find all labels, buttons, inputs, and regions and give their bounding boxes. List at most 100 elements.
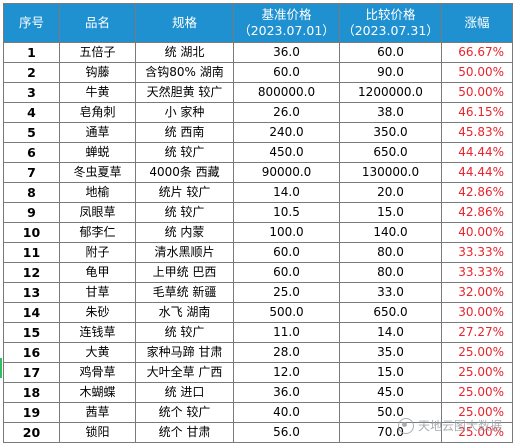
row-name: 五倍子 (59, 42, 136, 63)
row-name: 冬虫夏草 (59, 162, 136, 183)
header-base-date: （2023.07.01） (238, 23, 335, 38)
header-spec: 规格 (135, 3, 234, 43)
row-change: 44.44% (441, 162, 513, 183)
row-name: 朱砂 (59, 302, 136, 323)
row-spec: 统片 较广 (135, 182, 234, 203)
row-compare-price: 33.0 (339, 282, 442, 303)
row-spec: 统 进口 (135, 382, 234, 403)
row-base-price: 36.0 (233, 42, 340, 63)
row-name: 通草 (59, 122, 136, 143)
row-index: 3 (3, 82, 60, 103)
row-name: 附子 (59, 242, 136, 263)
row-compare-price: 20.0 (339, 182, 442, 203)
wechat-official-account-icon (397, 417, 414, 434)
row-compare-price: 130000.0 (339, 162, 442, 183)
row-name: 郁李仁 (59, 222, 136, 243)
row-index: 10 (3, 222, 60, 243)
row-spec: 天然胆黄 较广 (135, 82, 234, 103)
row-change: 50.00% (441, 62, 513, 83)
row-name: 大黄 (59, 342, 136, 363)
header-base-price-label: 基准价格 (261, 7, 312, 22)
row-change: 40.00% (441, 222, 513, 243)
row-index: 11 (3, 242, 60, 263)
row-compare-price: 45.0 (339, 382, 442, 403)
row-base-price: 14.0 (233, 182, 340, 203)
table-row: 3 牛黄 天然胆黄 较广 800000.0 1200000.0 50.00% (3, 82, 513, 103)
header-base-price: 基准价格 （2023.07.01） (233, 3, 340, 43)
table-row: 12 龟甲 上甲统 巴西 60.0 80.0 33.33% (3, 262, 513, 283)
row-compare-price: 80.0 (339, 262, 442, 283)
row-change: 50.00% (441, 82, 513, 103)
table-row: 7 冬虫夏草 4000条 西藏 90000.0 130000.0 44.44% (3, 162, 513, 183)
price-change-table: 序号 品名 规格 基准价格 （2023.07.01） 比较价格 （2023.07… (3, 3, 513, 443)
table-row: 4 皂角刺小 家种 26.0 38.0 46.15% (3, 102, 513, 123)
row-index: 4 (3, 102, 60, 123)
row-compare-price: 90.0 (339, 62, 442, 83)
row-index: 13 (3, 282, 60, 303)
row-change: 45.83% (441, 122, 513, 143)
table-row: 11 附子 清水黑顺片 60.0 80.0 33.33% (3, 242, 513, 263)
table-body: 1 五倍子统 湖北 36.0 60.0 66.67% 2 钩藤 含钩80% 湖南 60.0 90.… (3, 42, 513, 443)
row-compare-price: 35.0 (339, 342, 442, 363)
row-index: 6 (3, 142, 60, 163)
row-base-price: 40.0 (233, 402, 340, 423)
row-base-price: 10.5 (233, 202, 340, 223)
row-change: 25.00% (441, 402, 513, 423)
row-spec: 水飞 湖南 (135, 302, 234, 323)
row-change: 42.86% (441, 202, 513, 223)
row-base-price: 90000.0 (233, 162, 340, 183)
table-header-row: 序号 品名 规格 基准价格 （2023.07.01） 比较价格 （2023.07… (3, 3, 513, 43)
table-row: 10 郁李仁统 内蒙 100.0 140.0 40.00% (3, 222, 513, 243)
row-base-price: 100.0 (233, 222, 340, 243)
row-name: 鸡骨草 (59, 362, 136, 383)
row-name: 蝉蜕 (59, 142, 136, 163)
table-row: 1 五倍子统 湖北 36.0 60.0 66.67% (3, 42, 513, 63)
row-change: 46.15% (441, 102, 513, 123)
watermark-text: 天地云图大数据 (417, 419, 502, 433)
row-spec: 统个 较广 (135, 402, 234, 423)
row-index: 1 (3, 42, 60, 63)
row-index: 20 (3, 422, 60, 443)
row-change: 25.00% (441, 382, 513, 403)
table-row: 14 朱砂 水飞 湖南 500.0 650.0 30.00% (3, 302, 513, 323)
row-compare-price: 350.0 (339, 122, 442, 143)
row-index: 5 (3, 122, 60, 143)
row-compare-price: 14.0 (339, 322, 442, 343)
row-base-price: 25.0 (233, 282, 340, 303)
row-change: 25.00% (441, 342, 513, 363)
row-selection-marker (0, 358, 2, 378)
row-change: 44.44% (441, 142, 513, 163)
row-change: 33.33% (441, 242, 513, 263)
row-index: 17 (3, 362, 60, 383)
table-row: 20 锁阳 统个 甘肃 56.0 70.0 25.00% (3, 422, 513, 443)
row-index: 18 (3, 382, 60, 403)
row-index: 19 (3, 402, 60, 423)
table-row: 9 凤眼草统 较广 10.5 15.0 42.86% (3, 202, 513, 223)
row-change: 25.00% (441, 422, 513, 443)
row-index: 15 (3, 322, 60, 343)
header-change: 涨幅 (441, 3, 513, 43)
row-base-price: 240.0 (233, 122, 340, 143)
row-compare-price: 15.0 (339, 202, 442, 223)
table-row: 2 钩藤 含钩80% 湖南 60.0 90.0 50.00% (3, 62, 513, 83)
row-index: 12 (3, 262, 60, 283)
row-compare-price: 650.0 (339, 302, 442, 323)
watermark: 天地云图大数据 (397, 417, 502, 434)
row-index: 2 (3, 62, 60, 83)
row-spec: 毛草统 新疆 (135, 282, 234, 303)
row-name: 地榆 (59, 182, 136, 203)
row-change: 66.67% (441, 42, 513, 63)
row-compare-price: 70.0 (339, 422, 442, 443)
row-name: 甘草 (59, 282, 136, 303)
row-spec: 统个 甘肃 (135, 422, 234, 443)
table-row: 8 地榆 统片 较广 14.0 20.0 42.86% (3, 182, 513, 203)
table-row: 17 鸡骨草 大叶全草 广西 12.0 15.0 25.00% (3, 362, 513, 383)
row-compare-price: 650.0 (339, 142, 442, 163)
row-spec: 统 西南 (135, 122, 234, 143)
row-spec: 统 较广 (135, 142, 234, 163)
row-spec: 含钩80% 湖南 (135, 62, 234, 83)
row-compare-price: 60.0 (339, 42, 442, 63)
row-spec: 统 较广 (135, 322, 234, 343)
row-change: 32.00% (441, 282, 513, 303)
row-base-price: 60.0 (233, 242, 340, 263)
